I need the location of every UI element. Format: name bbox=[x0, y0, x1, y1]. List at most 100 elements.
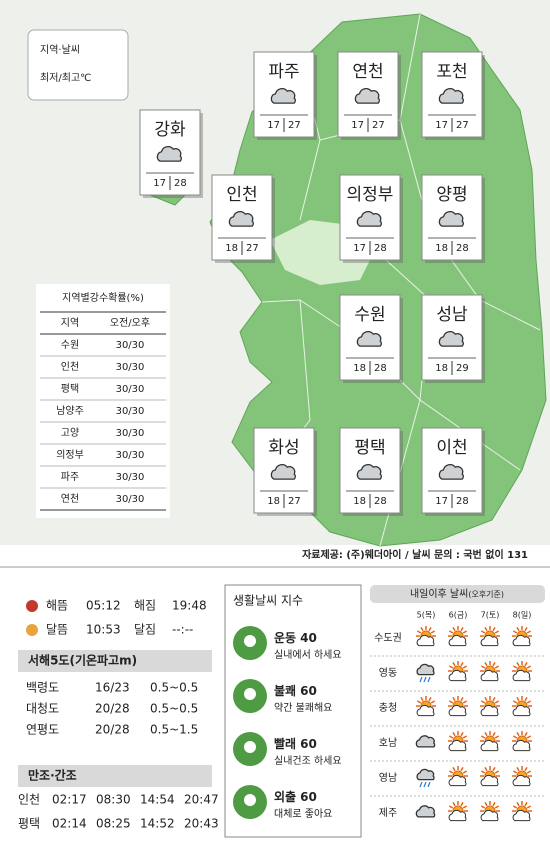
temp-low: 17 bbox=[353, 243, 366, 254]
cloud-icon bbox=[480, 669, 499, 682]
life-note: 약간 불쾌해요 bbox=[274, 701, 332, 714]
sun-ray bbox=[452, 731, 456, 737]
sun-ray bbox=[526, 630, 532, 634]
life-name: 외출 bbox=[274, 789, 296, 804]
sun-ray bbox=[462, 805, 468, 809]
sun-ray bbox=[524, 801, 528, 807]
life-heading: 운동 40 bbox=[274, 630, 317, 645]
sun-ray bbox=[512, 665, 518, 669]
source: 자료제공: (주)웨더아이 / 날씨 문의 : 국번 없이 131 bbox=[302, 548, 528, 561]
sun-moon-time: 05:12 bbox=[86, 599, 121, 613]
sun-moon-icon bbox=[26, 624, 38, 636]
table-cell: 수원 bbox=[61, 339, 79, 351]
sun-moon-icon bbox=[26, 600, 38, 612]
sun-ray bbox=[524, 696, 528, 702]
sun-ray bbox=[512, 770, 518, 774]
forecast-day: 6(금) bbox=[449, 611, 468, 620]
sun-ray bbox=[448, 770, 454, 774]
sun-ray bbox=[494, 735, 500, 739]
temp-high: 27 bbox=[288, 496, 301, 507]
sun-moon-time: 10:53 bbox=[86, 623, 121, 637]
sun-ray bbox=[428, 696, 432, 702]
cloud-icon bbox=[448, 634, 467, 647]
table-cell: 30/30 bbox=[116, 450, 145, 461]
sun-ray bbox=[484, 731, 488, 737]
cloud-icon bbox=[512, 809, 531, 822]
sun-ray bbox=[492, 731, 496, 737]
tide-time: 20:43 bbox=[184, 817, 219, 831]
sun-ray bbox=[480, 665, 486, 669]
cloud-icon bbox=[270, 88, 296, 104]
legend-box bbox=[27, 29, 129, 101]
temp-low: 18 bbox=[267, 496, 280, 507]
sun-ray bbox=[484, 661, 488, 667]
city-name: 성남 bbox=[436, 305, 468, 325]
tide-time: 20:47 bbox=[184, 793, 219, 807]
cloud-icon bbox=[354, 88, 380, 104]
tide-time: 02:17 bbox=[52, 793, 87, 807]
tide-time: 14:52 bbox=[140, 817, 175, 831]
temp-low: 17 bbox=[153, 178, 166, 189]
rain bbox=[427, 781, 431, 788]
sun-ray bbox=[462, 735, 468, 739]
cloud-icon bbox=[512, 774, 531, 787]
life-title: 생활날씨 지수 bbox=[233, 594, 303, 608]
forecast-region: 영남 bbox=[379, 772, 397, 784]
sun-ray bbox=[428, 626, 432, 632]
tide-place: 평택 bbox=[18, 817, 40, 831]
sun-ray bbox=[416, 700, 422, 704]
forecast-region: 영동 bbox=[379, 667, 397, 679]
cloud-icon bbox=[448, 774, 467, 787]
cloud-icon bbox=[356, 331, 382, 347]
table-cell: 30/30 bbox=[116, 340, 145, 351]
sun-ray bbox=[516, 766, 520, 772]
table-cell: 평택 bbox=[61, 383, 79, 395]
sun-ray bbox=[524, 626, 528, 632]
sun-ray bbox=[526, 665, 532, 669]
section-title: 서해5도(기온파고m) bbox=[28, 653, 137, 668]
table-cell: 30/30 bbox=[116, 494, 145, 505]
table-cell: 인천 bbox=[61, 361, 79, 373]
sun-ray bbox=[460, 626, 464, 632]
sun-moon-label: 해짐 bbox=[134, 599, 156, 613]
sun-ray bbox=[462, 665, 468, 669]
cloud-icon bbox=[356, 464, 382, 480]
rain bbox=[419, 781, 423, 788]
sun-ray bbox=[462, 700, 468, 704]
sun-ray bbox=[494, 630, 500, 634]
island-name: 대청도 bbox=[26, 702, 59, 716]
sun-ray bbox=[492, 696, 496, 702]
island-wave: 0.5~0.5 bbox=[150, 681, 198, 695]
sun-ray bbox=[460, 766, 464, 772]
city-name: 인천 bbox=[226, 185, 257, 205]
temp-high: 27 bbox=[372, 120, 385, 131]
temp-high: 28 bbox=[456, 496, 469, 507]
cloud-icon bbox=[416, 663, 435, 676]
city-name: 이천 bbox=[436, 438, 467, 458]
sun-ray bbox=[494, 770, 500, 774]
sun-ray bbox=[480, 630, 486, 634]
temp-low: 18 bbox=[435, 243, 448, 254]
life-icon-inner bbox=[244, 635, 256, 647]
sun-ray bbox=[526, 770, 532, 774]
life-icon-inner bbox=[244, 794, 256, 806]
cloud-icon bbox=[512, 634, 531, 647]
cloud-icon bbox=[480, 809, 499, 822]
life-name: 빨래 bbox=[274, 736, 296, 751]
life-icon-inner bbox=[244, 688, 256, 700]
sun-ray bbox=[484, 766, 488, 772]
life-heading: 불쾌 60 bbox=[274, 683, 317, 698]
life-index: 40 bbox=[300, 631, 317, 645]
sun-ray bbox=[420, 626, 424, 632]
temp-low: 18 bbox=[435, 363, 448, 374]
sun-ray bbox=[452, 626, 456, 632]
cloud-icon bbox=[448, 704, 467, 717]
city-name: 파주 bbox=[268, 62, 299, 82]
temp-high: 28 bbox=[374, 243, 387, 254]
cloud-icon bbox=[415, 805, 436, 818]
legend-text: 지역·날씨 bbox=[40, 44, 80, 56]
sun-ray bbox=[516, 661, 520, 667]
life-name: 불쾌 bbox=[274, 683, 296, 698]
sun-ray bbox=[430, 700, 436, 704]
